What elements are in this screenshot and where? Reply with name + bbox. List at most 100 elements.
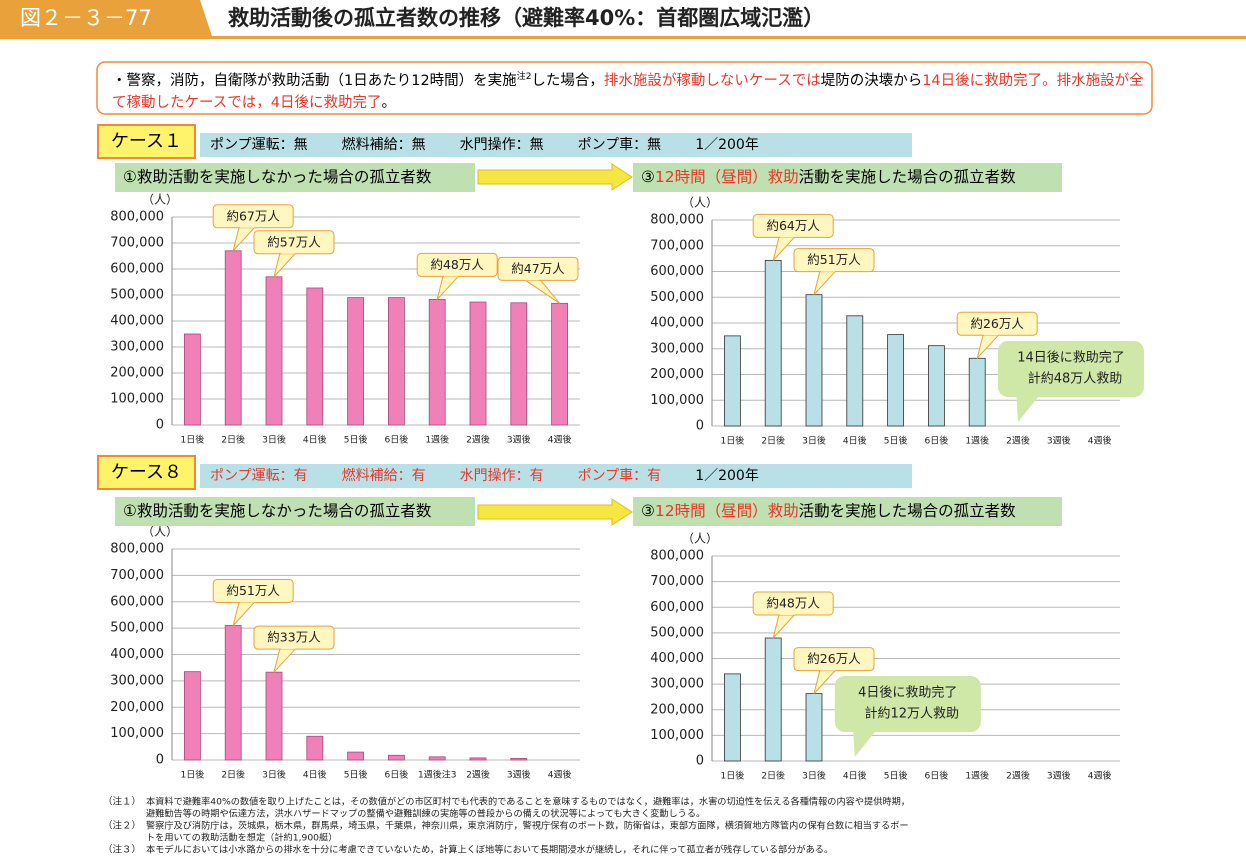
bar: [724, 335, 741, 427]
y-tick-label: 200,000: [110, 700, 164, 715]
y-tick-label: 0: [156, 418, 164, 433]
bar: [347, 297, 365, 426]
callout-seam: [821, 667, 835, 671]
bar: [347, 751, 365, 761]
y-tick-label: 200,000: [650, 702, 704, 717]
annotation-text: 計約48万人救助: [1028, 371, 1123, 387]
x-tick-label: 5日後: [884, 435, 908, 447]
annotation-text: 4日後に救助完了: [858, 685, 957, 701]
figure-title: 救助活動後の孤立者数の推移（避難率40%：首都圏広域氾濫）: [228, 6, 824, 30]
figure-number: 図２－３－77: [20, 6, 152, 30]
bar: [183, 333, 201, 426]
text-segment: 活動を実施した場合の孤立者数: [798, 502, 1016, 520]
y-tick-label: 700,000: [110, 568, 164, 583]
y-tick-label: 700,000: [650, 574, 704, 589]
callout-tail: [436, 274, 461, 300]
text-segment: ③: [641, 502, 655, 520]
bar: [224, 250, 242, 426]
y-tick-label: 600,000: [110, 262, 164, 277]
value-label: 約51万人: [807, 252, 861, 267]
arrow: [477, 163, 633, 191]
callout-tail: [772, 235, 797, 261]
condition: 水門操作：有: [459, 468, 544, 484]
x-tick-label: 2日後: [221, 769, 245, 781]
note-label: （注１）: [103, 796, 141, 808]
x-tick-label: 1日後: [721, 435, 745, 447]
bar: [510, 302, 528, 426]
annotation-text: 計約12万人救助: [865, 706, 960, 722]
x-tick-label: 4日後: [843, 770, 867, 782]
callout-seam: [984, 332, 999, 336]
x-tick-label: 1週後: [425, 434, 449, 446]
text-segment: 12時間（昼間）救助: [654, 168, 799, 186]
callout-tail: [273, 647, 298, 673]
case-conditions: ポンプ運転：無 燃料補給：無 水門操作：無 ポンプ車：無 1／200年: [200, 133, 912, 157]
value-label: 約26万人: [970, 316, 1024, 331]
bar: [387, 297, 405, 426]
x-tick-label: 2日後: [761, 770, 785, 782]
y-tick-label: 0: [696, 754, 704, 769]
note-label: （注３）: [103, 844, 141, 856]
summary: ・警察，消防，自衛隊が救助活動（1日あたり12時間）を実施注2した場合，排水施設…: [112, 66, 1147, 114]
y-tick-label: 100,000: [650, 728, 704, 743]
x-tick-label: 3日後: [262, 434, 286, 446]
annotation-text: 14日後に救助完了: [1017, 350, 1125, 366]
y-tick-label: 400,000: [110, 314, 164, 329]
value-label: 約33万人: [267, 630, 321, 645]
x-tick-label: 4日後: [303, 434, 327, 446]
bar: [387, 754, 405, 761]
callout-tail: [232, 600, 257, 626]
x-tick-label: 3週後: [507, 434, 531, 446]
x-tick-label: 4日後: [303, 769, 327, 781]
bar: [265, 276, 283, 426]
callout-tail: [813, 669, 838, 694]
summary-box: [96, 61, 1153, 115]
text-segment: 14日後に救助完了。排水施設が全て稼動したケースでは，4日後に救助完了: [112, 72, 1144, 111]
y-tick-label: 200,000: [110, 366, 164, 381]
header-rule: [0, 36, 1246, 39]
callout-tail: [976, 333, 1001, 359]
text-segment: 。: [381, 94, 397, 111]
y-tick-label: 300,000: [110, 673, 164, 688]
x-tick-label: 2週後: [466, 434, 490, 446]
y-tick-label: 100,000: [110, 392, 164, 407]
callout-tail: [772, 613, 797, 639]
y-tick-label: 800,000: [650, 213, 704, 228]
y-unit: （人）: [682, 532, 718, 546]
x-tick-label: 1週後: [965, 770, 989, 782]
case-conditions: ポンプ運転：有 燃料補給：有 水門操作：有 ポンプ車：有 1／200年: [200, 464, 912, 488]
y-tick-label: 800,000: [110, 210, 164, 225]
y-tick-label: 400,000: [110, 647, 164, 662]
x-tick-label: 5日後: [344, 434, 368, 446]
bar: [887, 334, 904, 427]
note-text: トを用いての救助活動を想定（計約1,900艇）: [146, 832, 337, 844]
x-tick-label: 3週後: [507, 769, 531, 781]
value-label: 約64万人: [766, 218, 820, 233]
bar: [428, 756, 446, 761]
bar: [224, 625, 242, 761]
callout-seam: [240, 599, 255, 603]
value-label: 約26万人: [807, 651, 861, 666]
text-segment: 注2: [516, 72, 532, 82]
callout-seam: [821, 268, 835, 272]
x-tick-label: 5日後: [884, 770, 908, 782]
y-unit: （人）: [682, 196, 718, 210]
annotation-tail: [1016, 391, 1043, 422]
y-tick-label: 500,000: [110, 621, 164, 636]
text-segment: した場合，: [531, 72, 604, 89]
condition: 水門操作：無: [459, 137, 544, 153]
annotation-box: [998, 341, 1144, 397]
y-tick-label: 400,000: [650, 651, 704, 666]
x-tick-label: 1週後: [965, 435, 989, 447]
callout-tail: [273, 252, 298, 278]
callout-seam: [780, 612, 795, 615]
x-tick-label: 1日後: [181, 434, 205, 446]
note-text: 警察庁及び消防庁は，茨城県，栃木県，群馬県，埼玉県，千葉県，神奈川県，東京消防庁…: [146, 820, 909, 832]
text-segment: ・警察，消防，自衛隊が救助活動（1日あたり12時間）を実施: [112, 72, 517, 89]
bar: [805, 693, 823, 762]
x-tick-label: 6日後: [925, 770, 949, 782]
note-text: 本モデルにおいては小水路からの排水を十分に考慮できていないため，計算上くぼ地等に…: [146, 844, 833, 856]
condition: ポンプ運転：無: [210, 137, 308, 153]
annotation-tail: [852, 726, 880, 757]
